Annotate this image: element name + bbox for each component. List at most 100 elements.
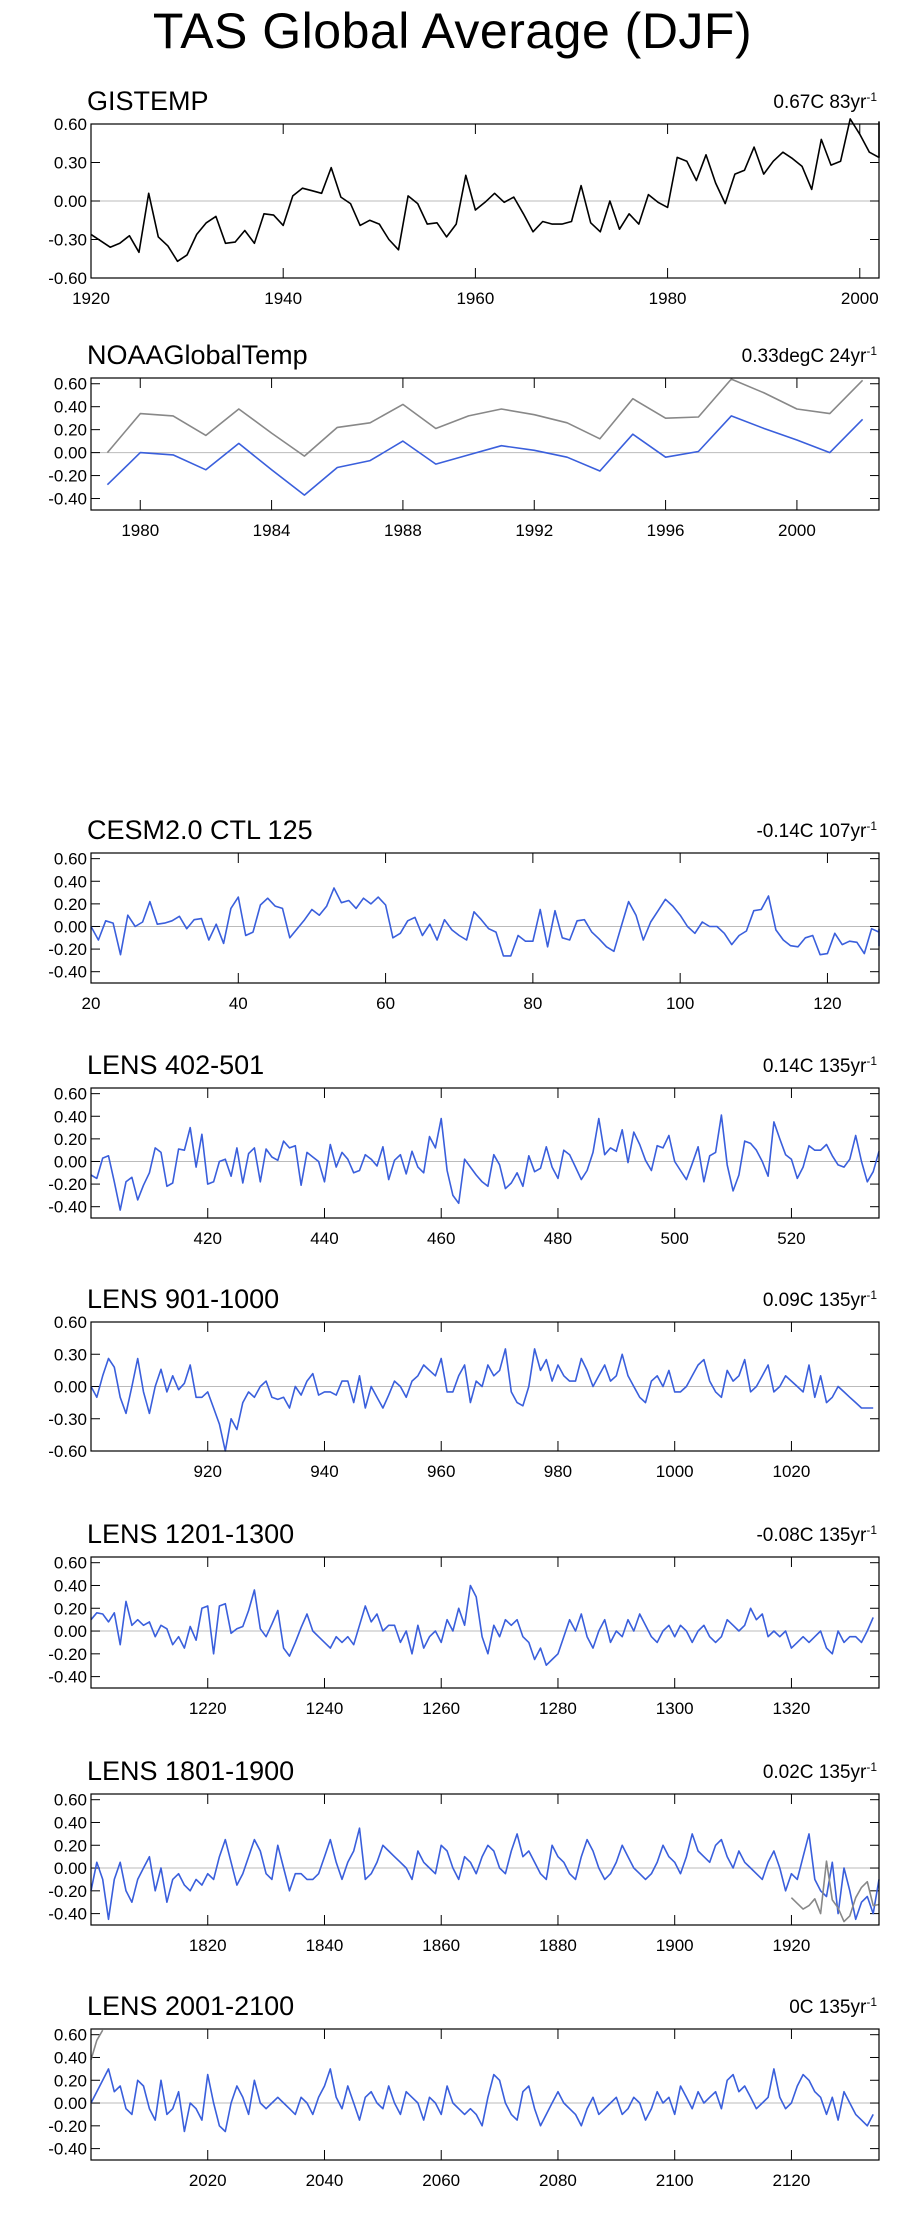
y-tick-label: 0.00	[54, 917, 87, 936]
y-tick-label: 0.40	[54, 872, 87, 891]
x-tick-label: 2100	[656, 2171, 694, 2190]
x-tick-label: 980	[544, 1462, 572, 1481]
trend-label: 0.67C 83yr-1	[773, 90, 877, 113]
x-tick-label: 460	[427, 1229, 455, 1248]
y-tick-label: -0.40	[48, 1668, 87, 1687]
trend-value: 0C 135yr	[789, 1997, 867, 2018]
plot-frame	[90, 1087, 880, 1219]
y-tick-label: 0.40	[54, 398, 87, 417]
x-tick-label: 1260	[422, 1699, 460, 1718]
trend-value: 0.14C 135yr	[763, 1056, 867, 1077]
series-line-noaaglobaltemp	[106, 415, 864, 496]
y-tick-label: -0.20	[48, 1645, 87, 1664]
y-tick-label: -0.20	[48, 467, 87, 486]
panel-7: LENS 1801-1900 0.02C 135yr-1 -0.40 -0.20 0.0…	[48, 1756, 880, 1955]
plot-frame	[90, 1321, 880, 1452]
series-line-gistemp	[790, 1860, 880, 1923]
main-title: TAS Global Average (DJF)	[152, 3, 753, 59]
x-tick-label: 1940	[264, 289, 302, 308]
y-tick-label: 0.60	[54, 1791, 87, 1810]
x-tick-label: 1000	[656, 1462, 694, 1481]
trend-exponent: -1	[866, 1288, 877, 1302]
x-tick-label: 1900	[656, 1936, 694, 1955]
x-tick-label: 120	[813, 994, 841, 1013]
panel-title: LENS 1801-1900	[87, 1756, 294, 1786]
x-tick-label: 1840	[306, 1936, 344, 1955]
y-tick-label: 0.40	[54, 1107, 87, 1126]
y-tick-label: -0.20	[48, 2117, 87, 2136]
series-line-gistemp	[90, 118, 880, 263]
x-tick-label: 1820	[189, 1936, 227, 1955]
plot-frame	[90, 852, 880, 984]
x-tick-label: 1980	[649, 289, 687, 308]
x-tick-label: 1984	[253, 521, 291, 540]
x-tick-label: 1920	[773, 1936, 811, 1955]
trend-exponent: -1	[866, 1995, 877, 2009]
plot-frame	[90, 1793, 880, 1926]
panel-title: LENS 901-1000	[87, 1284, 279, 1314]
y-tick-label: -0.40	[48, 1198, 87, 1217]
trend-value: -0.14C 107yr	[756, 821, 867, 842]
x-tick-label: 420	[194, 1229, 222, 1248]
y-tick-label: 0.60	[54, 1554, 87, 1573]
y-tick-label: 0.60	[54, 1085, 87, 1104]
trend-label: 0.14C 135yr-1	[763, 1054, 878, 1077]
trend-value: 0.67C 83yr	[773, 92, 867, 113]
panel-title: LENS 2001-2100	[87, 1991, 294, 2021]
panel-3: CESM2.0 CTL 125 -0.14C 107yr-1 -0.40 -0.20 0…	[48, 815, 880, 1013]
x-tick-label: 1920	[72, 289, 110, 308]
x-tick-label: 2020	[189, 2171, 227, 2190]
x-tick-label: 940	[310, 1462, 338, 1481]
x-tick-label: 1996	[647, 521, 685, 540]
y-tick-label: -0.40	[48, 2140, 87, 2159]
x-tick-label: 1980	[121, 521, 159, 540]
y-tick-label: -0.60	[48, 269, 87, 288]
panel-1: GISTEMP 0.67C 83yr-1 -0.60 -0.30 0.00 0.30 0.6…	[48, 86, 880, 308]
series-line-lens	[90, 2068, 874, 2133]
x-tick-label: 1280	[539, 1699, 577, 1718]
y-tick-label: -0.40	[48, 490, 87, 509]
trend-exponent: -1	[866, 1760, 877, 1774]
trend-label: 0.09C 135yr-1	[763, 1288, 878, 1311]
x-tick-label: 1988	[384, 521, 422, 540]
panel-title: LENS 402-501	[87, 1050, 264, 1080]
trend-value: 0.02C 135yr	[763, 1762, 867, 1783]
y-tick-label: 0.40	[54, 1813, 87, 1832]
panel-title: NOAAGlobalTemp	[87, 340, 308, 370]
panel-title: CESM2.0 CTL 125	[87, 815, 313, 845]
panel-2: NOAAGlobalTemp 0.33degC 24yr-1 -0.40 -0.20 0…	[48, 340, 880, 540]
trend-label: 0.33degC 24yr-1	[742, 344, 878, 367]
y-tick-label: 0.00	[54, 192, 87, 211]
series-line-gistemp	[90, 2029, 104, 2061]
trend-exponent: -1	[866, 1054, 877, 1068]
plot-frame	[90, 1556, 880, 1689]
x-tick-label: 2120	[773, 2171, 811, 2190]
y-tick-label: 0.40	[54, 1576, 87, 1595]
y-tick-label: 0.20	[54, 421, 87, 440]
x-tick-label: 2080	[539, 2171, 577, 2190]
x-tick-label: 80	[523, 994, 542, 1013]
y-tick-label: -0.20	[48, 1175, 87, 1194]
trend-exponent: -1	[866, 819, 877, 833]
y-tick-label: 0.30	[54, 154, 87, 173]
panel-4: LENS 402-501 0.14C 135yr-1 -0.40 -0.20 0.00 0…	[48, 1050, 880, 1248]
y-tick-label: -0.40	[48, 963, 87, 982]
panel-title: GISTEMP	[87, 86, 209, 116]
trend-value: 0.33degC 24yr	[742, 346, 867, 367]
y-tick-label: 0.00	[54, 1152, 87, 1171]
x-tick-label: 1300	[656, 1699, 694, 1718]
x-tick-label: 1880	[539, 1936, 577, 1955]
series-line-lens	[90, 1584, 874, 1666]
x-tick-label: 2060	[422, 2171, 460, 2190]
x-tick-label: 520	[777, 1229, 805, 1248]
plot-frame	[90, 123, 880, 279]
y-tick-label: 0.40	[54, 2048, 87, 2067]
y-tick-label: 0.60	[54, 115, 87, 134]
trend-label: 0C 135yr-1	[789, 1995, 877, 2018]
trend-label: 0.02C 135yr-1	[763, 1760, 878, 1783]
y-tick-label: 0.00	[54, 444, 87, 463]
y-tick-label: -0.20	[48, 1882, 87, 1901]
panel-title: LENS 1201-1300	[87, 1519, 294, 1549]
series-line-lens	[90, 1348, 874, 1452]
